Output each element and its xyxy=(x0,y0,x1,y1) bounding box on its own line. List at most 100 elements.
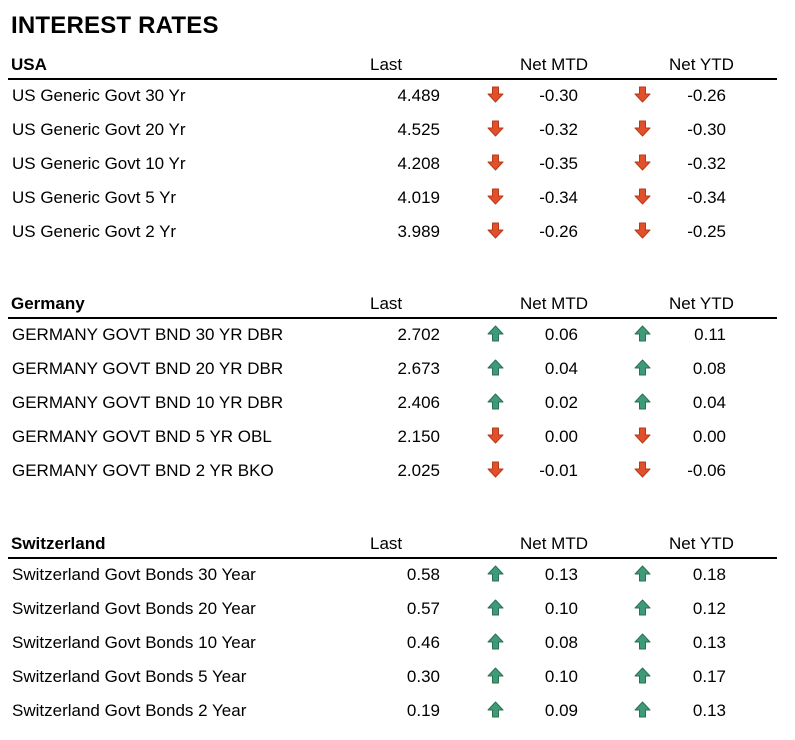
net-mtd-value: 0.02 xyxy=(544,393,578,412)
last-value: 4.208 xyxy=(397,154,440,173)
net-ytd-value: -0.06 xyxy=(687,461,726,480)
net-ytd-value: 0.13 xyxy=(692,701,726,720)
section-germany: Germany Last Net MTD Net YTD GERMANY GOVT BN… xyxy=(0,292,795,489)
table-row: Switzerland Govt Bonds 2 Year 0.19 0.09 0.1… xyxy=(0,695,795,729)
security-name: US Generic Govt 30 Yr xyxy=(12,86,186,105)
net-mtd-value: 0.00 xyxy=(544,427,578,446)
column-header-net-ytd: Net YTD xyxy=(669,534,734,553)
table-row: GERMANY GOVT BND 5 YR OBL 2.150 0.00 0.00 xyxy=(0,421,795,455)
net-mtd-value: -0.32 xyxy=(539,120,578,139)
arrow-down-icon xyxy=(634,222,651,239)
table-row: Switzerland Govt Bonds 10 Year 0.46 0.08 0.… xyxy=(0,627,795,661)
section-switzerland: Switzerland Last Net MTD Net YTD Switzerland… xyxy=(0,532,795,729)
arrow-up-icon xyxy=(634,701,651,718)
net-mtd-value: -0.26 xyxy=(539,222,578,241)
last-value: 2.406 xyxy=(397,393,440,412)
table-row: US Generic Govt 5 Yr 4.019 -0.34 -0.34 xyxy=(0,182,795,216)
table-row: GERMANY GOVT BND 10 YR DBR 2.406 0.02 0.04 xyxy=(0,387,795,421)
section-title: USA xyxy=(11,55,47,74)
column-header-net-ytd: Net YTD xyxy=(669,55,734,74)
arrow-up-icon xyxy=(634,565,651,582)
net-mtd-value: 0.04 xyxy=(544,359,578,378)
page-title: INTEREST RATES xyxy=(11,12,219,39)
arrow-up-icon xyxy=(487,633,504,650)
arrow-up-icon xyxy=(487,667,504,684)
table-row: Switzerland Govt Bonds 5 Year 0.30 0.10 0.1… xyxy=(0,661,795,695)
arrow-up-icon xyxy=(634,599,651,616)
net-mtd-value: -0.34 xyxy=(539,188,578,207)
net-ytd-value: -0.25 xyxy=(687,222,726,241)
arrow-up-icon xyxy=(487,599,504,616)
table-row: US Generic Govt 30 Yr 4.489 -0.30 -0.26 xyxy=(0,80,795,114)
column-header-last: Last xyxy=(370,534,403,553)
section-title: Switzerland xyxy=(11,534,106,553)
net-ytd-value: -0.34 xyxy=(687,188,726,207)
net-mtd-value: -0.01 xyxy=(539,461,578,480)
arrow-down-icon xyxy=(487,427,504,444)
security-name: GERMANY GOVT BND 20 YR DBR xyxy=(12,359,284,378)
last-value: 0.57 xyxy=(406,599,440,618)
section-usa: USA Last Net MTD Net YTD US Generic Govt 30 … xyxy=(0,53,795,250)
security-name: Switzerland Govt Bonds 2 Year xyxy=(12,701,247,720)
last-value: 4.525 xyxy=(397,120,440,139)
net-mtd-value: 0.10 xyxy=(544,599,578,618)
last-value: 2.150 xyxy=(397,427,440,446)
net-ytd-value: 0.04 xyxy=(692,393,726,412)
column-header-net-ytd: Net YTD xyxy=(669,294,734,313)
security-name: Switzerland Govt Bonds 20 Year xyxy=(12,599,256,618)
security-name: GERMANY GOVT BND 30 YR DBR xyxy=(12,325,284,344)
section-title: Germany xyxy=(11,294,85,313)
table-row: US Generic Govt 2 Yr 3.989 -0.26 -0.25 xyxy=(0,216,795,250)
arrow-up-icon xyxy=(634,667,651,684)
net-ytd-value: 0.08 xyxy=(692,359,726,378)
net-ytd-value: -0.32 xyxy=(687,154,726,173)
section-header: USA Last Net MTD Net YTD xyxy=(8,53,777,80)
last-value: 2.025 xyxy=(397,461,440,480)
last-value: 4.019 xyxy=(397,188,440,207)
table-row: Switzerland Govt Bonds 20 Year 0.57 0.10 0.… xyxy=(0,593,795,627)
security-name: Switzerland Govt Bonds 10 Year xyxy=(12,633,256,652)
arrow-up-icon xyxy=(487,565,504,582)
arrow-up-icon xyxy=(634,393,651,410)
arrow-down-icon xyxy=(487,120,504,137)
net-ytd-value: -0.30 xyxy=(687,120,726,139)
column-header-last: Last xyxy=(370,55,403,74)
last-value: 3.989 xyxy=(397,222,440,241)
arrow-down-icon xyxy=(634,461,651,478)
arrow-up-icon xyxy=(487,393,504,410)
arrow-down-icon xyxy=(487,154,504,171)
security-name: GERMANY GOVT BND 10 YR DBR xyxy=(12,393,284,412)
security-name: US Generic Govt 10 Yr xyxy=(12,154,186,173)
section-header: Germany Last Net MTD Net YTD xyxy=(8,292,777,319)
arrow-down-icon xyxy=(634,120,651,137)
net-ytd-value: -0.26 xyxy=(687,86,726,105)
table-row: GERMANY GOVT BND 30 YR DBR 2.702 0.06 0.11 xyxy=(0,319,795,353)
net-mtd-value: 0.10 xyxy=(544,667,578,686)
column-header-net-mtd: Net MTD xyxy=(520,55,588,74)
last-value: 2.673 xyxy=(397,359,440,378)
arrow-down-icon xyxy=(487,461,504,478)
arrow-up-icon xyxy=(487,701,504,718)
security-name: GERMANY GOVT BND 5 YR OBL xyxy=(12,427,272,446)
security-name: US Generic Govt 20 Yr xyxy=(12,120,186,139)
security-name: Switzerland Govt Bonds 30 Year xyxy=(12,565,256,584)
table-row: GERMANY GOVT BND 20 YR DBR 2.673 0.04 0.08 xyxy=(0,353,795,387)
arrow-up-icon xyxy=(487,359,504,376)
table-row: US Generic Govt 20 Yr 4.525 -0.32 -0.30 xyxy=(0,114,795,148)
security-name: GERMANY GOVT BND 2 YR BKO xyxy=(12,461,274,480)
last-value: 0.19 xyxy=(406,701,440,720)
security-name: Switzerland Govt Bonds 5 Year xyxy=(12,667,247,686)
net-mtd-value: 0.06 xyxy=(544,325,578,344)
table-row: GERMANY GOVT BND 2 YR BKO 2.025 -0.01 -0.06 xyxy=(0,455,795,489)
last-value: 0.30 xyxy=(406,667,440,686)
net-mtd-value: -0.30 xyxy=(539,86,578,105)
arrow-up-icon xyxy=(634,359,651,376)
column-header-net-mtd: Net MTD xyxy=(520,534,588,553)
arrow-down-icon xyxy=(634,86,651,103)
security-name: US Generic Govt 2 Yr xyxy=(12,222,177,241)
net-ytd-value: 0.11 xyxy=(694,325,726,344)
arrow-down-icon xyxy=(634,154,651,171)
net-ytd-value: 0.12 xyxy=(692,599,726,618)
last-value: 0.46 xyxy=(406,633,440,652)
column-header-net-mtd: Net MTD xyxy=(520,294,588,313)
